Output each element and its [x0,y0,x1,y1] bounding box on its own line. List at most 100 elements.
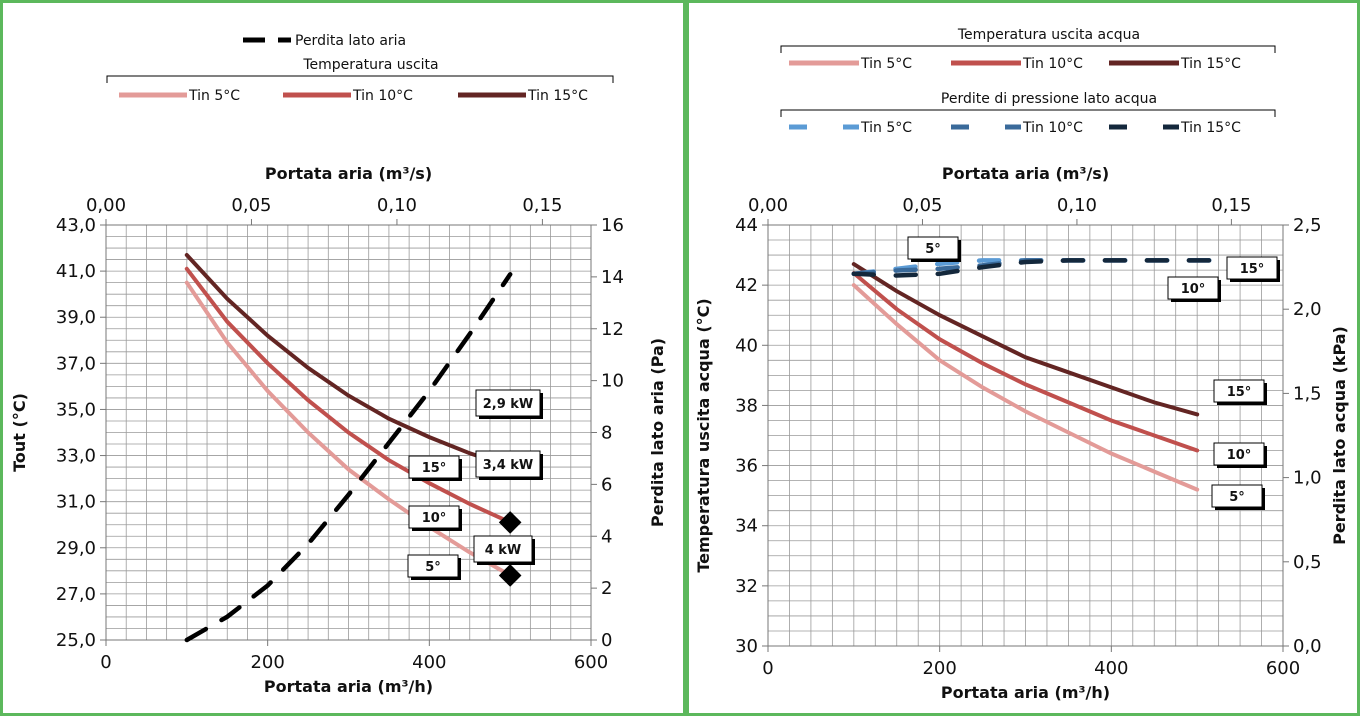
series-line-0 [851,283,1200,492]
diamond-marker-2 [498,564,522,587]
legend-group-title: Temperatura uscita [302,57,438,73]
legend2-entry-0: Tin 5°C [860,120,912,136]
series-line-1 [851,271,1200,453]
x-tick-label: 600 [574,652,608,673]
right-chart: 0 200 400 600 Portata aria (m³/h) 0,00 0,05 0,1… [694,27,1349,702]
annotation-tin-15-bg [408,455,460,479]
y2-tick-label: 0,5 [1293,552,1322,573]
x2-tick-label: 0,10 [1057,195,1097,216]
legend-group1-title: Temperatura uscita acqua [957,27,1140,43]
legend-group2-bracket [780,109,1276,117]
annotation-dp-5-bg [907,236,959,260]
legend1-entry-2: Tin 15°C [1180,56,1241,72]
annotation-kw-15: 2,9 kW [483,397,534,412]
y2-tick-label: 12 [601,319,624,340]
y-tick-label: 42 [735,275,758,296]
annotation-dp-5: 5° [925,242,941,257]
x2-tick-label: 0,00 [748,195,788,216]
y-tick-label: 36 [735,456,758,477]
annotation-kw-10-box: 3,4 kW [475,450,543,480]
annotation-t-15-box: 15° [1213,379,1267,405]
annotation-tin-10: 10° [422,511,447,526]
y-tick-label: 25,0 [56,630,96,651]
y2-tick-label: 16 [601,215,624,236]
y2-axis-title: Perdita lato aria (Pa) [648,338,667,527]
x-tick-label: 200 [250,652,284,673]
series-line-2 [851,262,1200,417]
y-axis-title: Tout (°C) [10,393,29,472]
y2-tick-label: 1,0 [1293,468,1322,489]
plot-grid [767,224,1284,647]
annotation-dp-15-bg [1226,256,1278,280]
annotation-t-5: 5° [1229,490,1245,505]
annotation-dp-10-bg [1167,276,1219,300]
y2-tick-label: 4 [601,526,612,547]
y-tick-label: 34 [735,516,758,537]
x2-tick-label: 0,15 [1211,195,1251,216]
y-tick-label: 40 [735,335,758,356]
y2-tick-label: 1,5 [1293,383,1322,404]
y-tick-label: 32 [735,576,758,597]
y-tick-label: 31,0 [56,492,96,513]
y2-tick-label: 14 [601,267,624,288]
series-line-0 [184,280,513,578]
annotation-t-5-bg [1211,484,1263,508]
y-tick-label: 33,0 [56,446,96,467]
y2-tick-label: 2,5 [1293,215,1322,236]
annotation-tin-5-box: 5° [407,554,461,580]
legend-group2-title: Perdite di pressione lato acqua [941,91,1157,107]
legend-entry-1: Tin 10°C [352,88,413,104]
y-tick-label: 37,0 [56,353,96,374]
annotation-dp-10: 10° [1181,282,1206,297]
y-tick-label: 27,0 [56,584,96,605]
annotation-kw-5: 4 kW [485,543,522,558]
annotation-tin-5: 5° [425,560,441,575]
legend-bracket [106,75,614,83]
x2-tick-label: 0,05 [231,195,271,216]
series-line-2 [184,253,513,470]
x-tick-label: 400 [1094,658,1128,679]
annotation-tin-15-box: 15° [408,455,462,481]
x-tick-label: 0 [762,658,773,679]
y2-tick-label: 2 [601,578,612,599]
x2-tick-label: 0,00 [86,195,126,216]
x-tick-label: 400 [412,652,446,673]
legend2-entry-2: Tin 15°C [1180,120,1241,136]
legend1-entry-1: Tin 10°C [1022,56,1083,72]
diamond-marker-1 [498,511,522,534]
y2-tick-label: 0 [601,630,612,651]
y2-tick-label: 0,0 [1293,636,1322,657]
right-chart-panel: 0 200 400 600 Portata aria (m³/h) 0,00 0,05 0,1… [686,0,1360,716]
x-axis-title: Portata aria (m³/h) [264,677,433,696]
y2-axis-title: Perdita lato acqua (kPa) [1330,326,1349,545]
y2-tick-label: 6 [601,474,612,495]
annotation-tin-5-bg [407,554,459,578]
annotation-dp-10-box: 10° [1167,276,1221,302]
annotation-t-10-box: 10° [1213,442,1267,468]
x2-axis-title: Portata aria (m³/s) [265,164,432,183]
annotation-dp-5-box: 5° [907,236,961,262]
annotation-kw-15-bg [475,389,541,417]
annotation-kw-5-box: 4 kW [473,535,535,565]
y-tick-label: 35,0 [56,399,96,420]
y-tick-label: 38 [735,395,758,416]
x-tick-label: 600 [1266,658,1300,679]
series-line-3 [184,272,513,643]
x2-tick-label: 0,05 [902,195,942,216]
annotation-t-10: 10° [1227,448,1252,463]
y-axis-title: Temperatura uscita acqua (°C) [694,298,713,572]
annotation-kw-10: 3,4 kW [483,458,534,473]
y-tick-label: 41,0 [56,261,96,282]
legend-group1-bracket [780,45,1276,53]
annotation-dp-15-box: 15° [1226,256,1280,282]
legend1-entry-0: Tin 5°C [860,56,912,72]
legend2-entry-1: Tin 10°C [1022,120,1083,136]
left-chart: 0 200 400 600 Portata aria (m³/h) 0,00 0,05 0,1… [10,33,667,696]
y-tick-label: 44 [735,215,758,236]
annotation-kw-5-bg [473,535,533,563]
annotation-dp-15: 15° [1240,262,1265,277]
y2-tick-label: 10 [601,371,624,392]
legend-pressure-label: Perdita lato aria [295,33,406,49]
annotation-t-15-bg [1213,379,1265,403]
x-tick-label: 200 [922,658,956,679]
